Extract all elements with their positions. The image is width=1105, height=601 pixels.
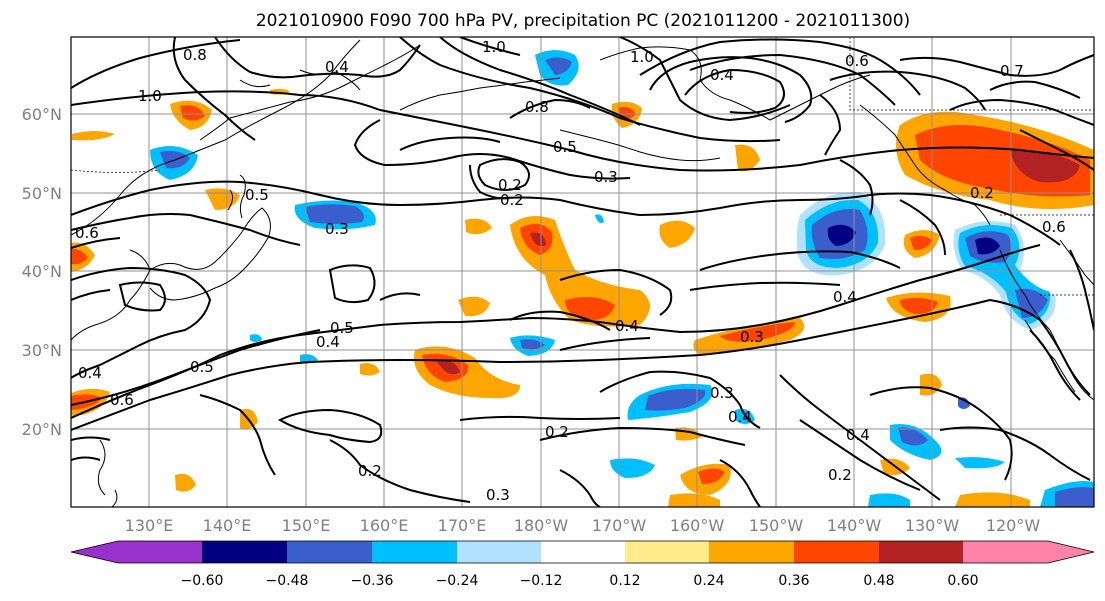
contour-label: 0.6	[110, 391, 134, 409]
colorbar-tick-label: 0.36	[778, 573, 809, 589]
contour-label: 0.3	[740, 328, 764, 346]
colorbar-swatch	[625, 541, 709, 563]
colorbar-tick-label: −0.36	[351, 573, 394, 589]
map-panel: 1.0 0.4 0.8 0.8 1.0 0.4 0.6 0.7 1.0 0.5 …	[70, 36, 1095, 508]
contour-label: 0.5	[553, 138, 577, 156]
contour-label: 0.3	[325, 220, 349, 238]
latitude-labels: 60°N 50°N 40°N 30°N 20°N	[22, 105, 62, 439]
colorbar-swatch	[794, 541, 879, 563]
contour-label: 0.5	[330, 319, 354, 337]
contour-label: 0.4	[710, 66, 734, 84]
colorbar-tick-label: 0.24	[693, 573, 724, 589]
contour-label: 0.4	[833, 288, 857, 306]
contour-label: 0.4	[846, 426, 870, 444]
contour-label: 0.6	[1042, 218, 1066, 236]
colorbar-swatch	[372, 541, 457, 563]
longitude-label: 150°E	[282, 516, 331, 535]
latitude-label: 60°N	[22, 105, 62, 124]
longitude-label: 120°W	[986, 516, 1041, 535]
colorbar: −0.60 −0.48 −0.36 −0.24 −0.12 0.12 0.24 …	[70, 540, 1095, 589]
longitude-label: 140°E	[203, 516, 252, 535]
longitude-label: 140°W	[827, 516, 882, 535]
latitude-label: 30°N	[22, 341, 62, 360]
pv-contours	[71, 37, 1094, 507]
contour-label: 0.2	[500, 191, 524, 209]
contour-label: 0.7	[1000, 62, 1024, 80]
contour-label: 0.5	[245, 186, 269, 204]
contour-label: 0.3	[486, 486, 510, 504]
colorbar-swatch	[709, 541, 794, 563]
contour-label: 1.0	[138, 87, 162, 105]
colorbar-tick-label: −0.12	[520, 573, 563, 589]
contour-label: 0.3	[710, 384, 734, 402]
latitude-label: 20°N	[22, 420, 62, 439]
contour-label: 0.8	[183, 46, 207, 64]
contour-label: 0.4	[78, 364, 102, 382]
map-frame	[70, 36, 1095, 508]
longitude-label: 160°W	[670, 516, 725, 535]
colorbar-tick-label: −0.48	[266, 573, 309, 589]
longitude-label: 130°W	[905, 516, 960, 535]
longitude-label: 160°E	[360, 516, 409, 535]
contour-labels: 1.0 0.4 0.8 0.8 1.0 0.4 0.6 0.7 1.0 0.5 …	[75, 38, 1066, 504]
colorbar-tick-label: 0.48	[863, 573, 894, 589]
contour-label: 0.2	[358, 462, 382, 480]
longitude-labels: 130°E 140°E 150°E 160°E 170°E 180°W 170°…	[125, 516, 1041, 535]
longitude-label: 130°E	[125, 516, 174, 535]
latitude-label: 50°N	[22, 184, 62, 203]
contour-label: 1.0	[482, 38, 506, 56]
precip-negative-anomalies	[150, 50, 1094, 507]
colorbar-swatch	[879, 541, 963, 563]
contour-label: 0.6	[845, 52, 869, 70]
contour-label: 0.6	[75, 224, 99, 242]
colorbar-extend-high	[963, 541, 1094, 563]
map-title: 2021010900 F090 700 hPa PV, precipitatio…	[256, 11, 910, 31]
colorbar-tick-label: −0.60	[181, 573, 224, 589]
colorbar-tick-label: 0.12	[609, 573, 640, 589]
country-borders	[71, 37, 1094, 296]
colorbar-swatch	[202, 541, 287, 563]
longitude-label: 170°E	[438, 516, 487, 535]
colorbar-swatch	[541, 541, 625, 563]
colorbar-tick-label: 0.60	[947, 573, 978, 589]
contour-label: 0.2	[498, 176, 522, 194]
contour-label: 1.0	[630, 48, 654, 66]
contour-label: 0.4	[615, 317, 639, 335]
latitude-label: 40°N	[22, 262, 62, 281]
colorbar-tick-label: −0.24	[436, 573, 479, 589]
contour-label: 0.2	[545, 423, 569, 441]
contour-label: 0.3	[594, 168, 618, 186]
longitude-label: 150°W	[749, 516, 804, 535]
contour-label: 0.5	[190, 358, 214, 376]
contour-label: 0.8	[525, 98, 549, 116]
contour-label: 0.4	[316, 333, 340, 351]
contour-label: 0.4	[325, 58, 349, 76]
colorbar-swatch	[287, 541, 372, 563]
longitude-label: 180°W	[514, 516, 569, 535]
contour-label: 0.4	[728, 408, 752, 426]
colorbar-extend-low	[71, 541, 202, 563]
colorbar-swatch	[457, 541, 541, 563]
contour-label: 0.2	[828, 466, 852, 484]
longitude-label: 170°W	[592, 516, 647, 535]
contour-label: 0.2	[970, 184, 994, 202]
